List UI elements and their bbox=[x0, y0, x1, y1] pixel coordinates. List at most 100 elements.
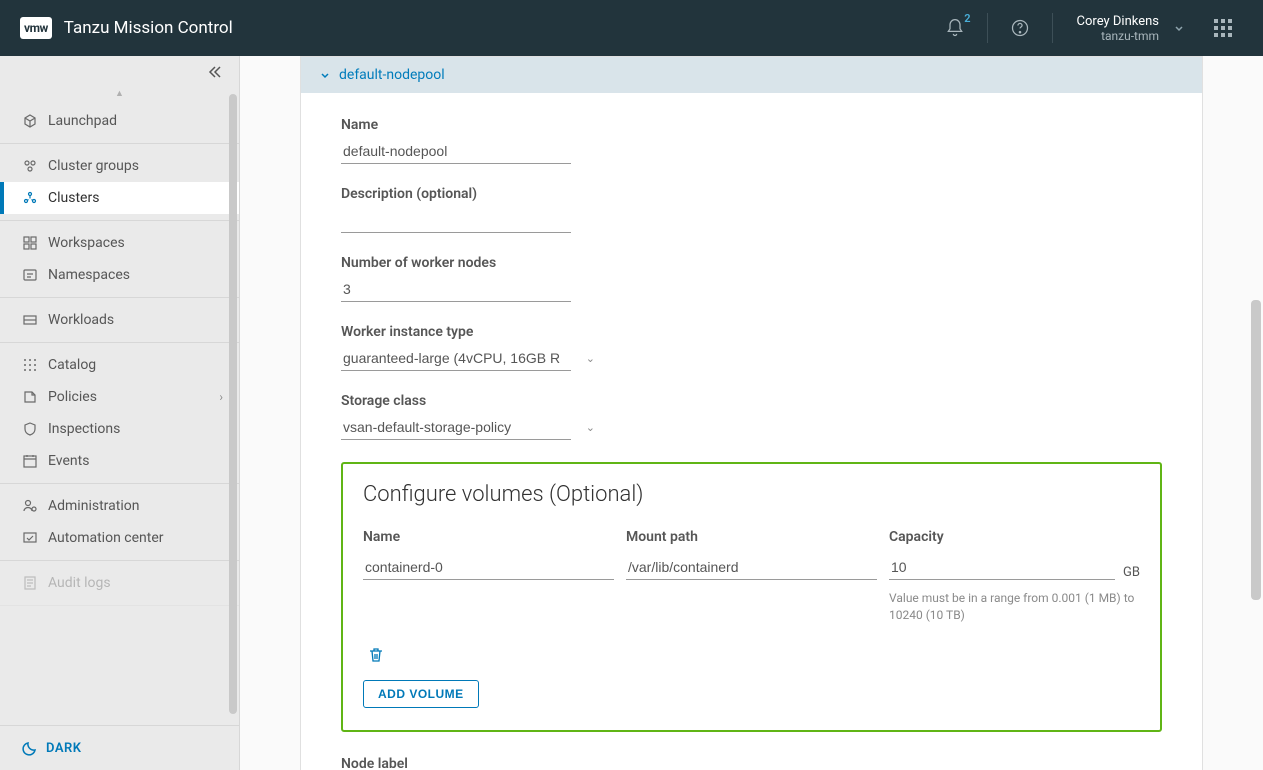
chevron-down-icon bbox=[1173, 22, 1185, 34]
help-button[interactable] bbox=[1000, 8, 1040, 48]
user-menu[interactable]: Corey Dinkens tanzu-tmm bbox=[1077, 14, 1159, 43]
sidebar: ▲ Launchpad Cluster groups Clusters bbox=[0, 56, 240, 770]
sidebar-item-launchpad[interactable]: Launchpad bbox=[0, 105, 239, 137]
dark-label: DARK bbox=[46, 741, 82, 756]
sidebar-item-label: Launchpad bbox=[48, 113, 117, 129]
nodes-icon bbox=[22, 190, 38, 206]
moon-icon bbox=[22, 740, 38, 756]
chevron-down-icon: ⌄ bbox=[586, 421, 595, 434]
automation-icon bbox=[22, 530, 38, 546]
nodepool-panel: default-nodepool Name Description (optio… bbox=[300, 56, 1203, 770]
panel-body: Name Description (optional) Number of wo… bbox=[301, 93, 1202, 770]
sidebar-item-label: Policies bbox=[48, 389, 97, 405]
sidebar-item-automation-center[interactable]: Automation center bbox=[0, 522, 239, 554]
instance-select[interactable] bbox=[341, 346, 571, 371]
main-content: default-nodepool Name Description (optio… bbox=[240, 56, 1263, 770]
chevron-down-icon bbox=[319, 69, 331, 81]
instance-label: Worker instance type bbox=[341, 324, 601, 340]
divider bbox=[987, 13, 988, 43]
dark-mode-toggle[interactable]: DARK bbox=[0, 725, 239, 770]
sidebar-item-label: Automation center bbox=[48, 530, 164, 546]
grid-icon bbox=[22, 235, 38, 251]
sidebar-item-administration[interactable]: Administration bbox=[0, 490, 239, 522]
divider bbox=[1052, 13, 1053, 43]
sidebar-item-label: Inspections bbox=[48, 421, 120, 437]
delete-volume-button[interactable] bbox=[363, 642, 389, 668]
bell-icon bbox=[945, 18, 965, 38]
trash-icon bbox=[367, 646, 385, 664]
namespace-icon bbox=[22, 267, 38, 283]
chevron-down-icon: ⌄ bbox=[586, 352, 595, 365]
sidebar-item-workloads[interactable]: Workloads bbox=[0, 304, 239, 336]
sidebar-item-cluster-groups[interactable]: Cluster groups bbox=[0, 150, 239, 182]
sidebar-item-audit-logs[interactable]: Audit logs bbox=[0, 567, 239, 599]
volume-mount-label: Mount path bbox=[626, 529, 877, 545]
volume-capacity-input[interactable] bbox=[889, 555, 1115, 580]
volume-capacity-label: Capacity bbox=[889, 529, 1140, 545]
sidebar-item-namespaces[interactable]: Namespaces bbox=[0, 259, 239, 291]
apps-grid-button[interactable] bbox=[1203, 8, 1243, 48]
sidebar-item-label: Namespaces bbox=[48, 267, 130, 283]
sidebar-collapse-button[interactable] bbox=[0, 56, 239, 88]
node-label-section: Node label bbox=[341, 756, 1162, 770]
audit-icon bbox=[22, 575, 38, 591]
chevron-right-icon: › bbox=[219, 390, 223, 404]
sidebar-item-label: Clusters bbox=[48, 190, 99, 206]
storage-select[interactable] bbox=[341, 415, 571, 440]
cluster-icon bbox=[22, 158, 38, 174]
sidebar-item-label: Workspaces bbox=[48, 235, 125, 251]
capacity-unit: GB bbox=[1123, 565, 1140, 580]
volume-name-input[interactable] bbox=[363, 555, 614, 580]
workers-label: Number of worker nodes bbox=[341, 255, 601, 271]
apps-grid-icon bbox=[1214, 19, 1232, 37]
workload-icon bbox=[22, 312, 38, 328]
sidebar-item-catalog[interactable]: Catalog bbox=[0, 349, 239, 381]
sidebar-scrollbar[interactable] bbox=[229, 94, 237, 714]
sidebar-item-label: Audit logs bbox=[48, 575, 111, 591]
sidebar-item-events[interactable]: Events bbox=[0, 445, 239, 477]
description-input[interactable] bbox=[341, 208, 571, 233]
panel-header-title: default-nodepool bbox=[339, 67, 445, 83]
policy-icon bbox=[22, 389, 38, 405]
shield-icon bbox=[22, 421, 38, 437]
sidebar-item-clusters[interactable]: Clusters bbox=[0, 182, 239, 214]
user-org: tanzu-tmm bbox=[1101, 29, 1159, 43]
volumes-title: Configure volumes (Optional) bbox=[363, 482, 1140, 507]
volumes-section: Configure volumes (Optional) Name Mount … bbox=[341, 462, 1162, 732]
sidebar-item-label: Workloads bbox=[48, 312, 114, 328]
topbar: vmw Tanzu Mission Control 2 Corey Dinken… bbox=[0, 0, 1263, 56]
notification-badge: 2 bbox=[964, 12, 970, 25]
panel-header[interactable]: default-nodepool bbox=[301, 57, 1202, 93]
main-scrollbar[interactable] bbox=[1251, 300, 1261, 600]
name-label: Name bbox=[341, 117, 601, 133]
user-name: Corey Dinkens bbox=[1077, 14, 1159, 29]
capacity-help-text: Value must be in a range from 0.001 (1 M… bbox=[889, 590, 1140, 624]
volume-mount-input[interactable] bbox=[626, 555, 877, 580]
sidebar-item-workspaces[interactable]: Workspaces bbox=[0, 227, 239, 259]
sidebar-item-label: Administration bbox=[48, 498, 139, 514]
name-input[interactable] bbox=[341, 139, 571, 164]
sidebar-item-label: Events bbox=[48, 453, 89, 469]
notifications-button[interactable]: 2 bbox=[935, 8, 975, 48]
workers-input[interactable] bbox=[341, 277, 571, 302]
storage-label: Storage class bbox=[341, 393, 601, 409]
cube-icon bbox=[22, 113, 38, 129]
node-label-title: Node label bbox=[341, 756, 1162, 770]
sidebar-item-label: Cluster groups bbox=[48, 158, 139, 174]
description-label: Description (optional) bbox=[341, 186, 601, 202]
app-title: Tanzu Mission Control bbox=[64, 18, 233, 38]
volume-name-label: Name bbox=[363, 529, 614, 545]
nav-scroll: ▲ Launchpad Cluster groups Clusters bbox=[0, 88, 239, 725]
shell: ▲ Launchpad Cluster groups Clusters bbox=[0, 56, 1263, 770]
chevron-left-double-icon bbox=[207, 64, 223, 80]
sidebar-item-inspections[interactable]: Inspections bbox=[0, 413, 239, 445]
add-volume-button[interactable]: ADD VOLUME bbox=[363, 680, 479, 708]
sidebar-item-label: Catalog bbox=[48, 357, 96, 373]
sidebar-item-policies[interactable]: Policies › bbox=[0, 381, 239, 413]
calendar-icon bbox=[22, 453, 38, 469]
vmw-logo: vmw bbox=[20, 17, 52, 39]
help-icon bbox=[1010, 18, 1030, 38]
admin-icon bbox=[22, 498, 38, 514]
catalog-icon bbox=[22, 357, 38, 373]
topbar-right: 2 Corey Dinkens tanzu-tmm bbox=[935, 8, 1243, 48]
